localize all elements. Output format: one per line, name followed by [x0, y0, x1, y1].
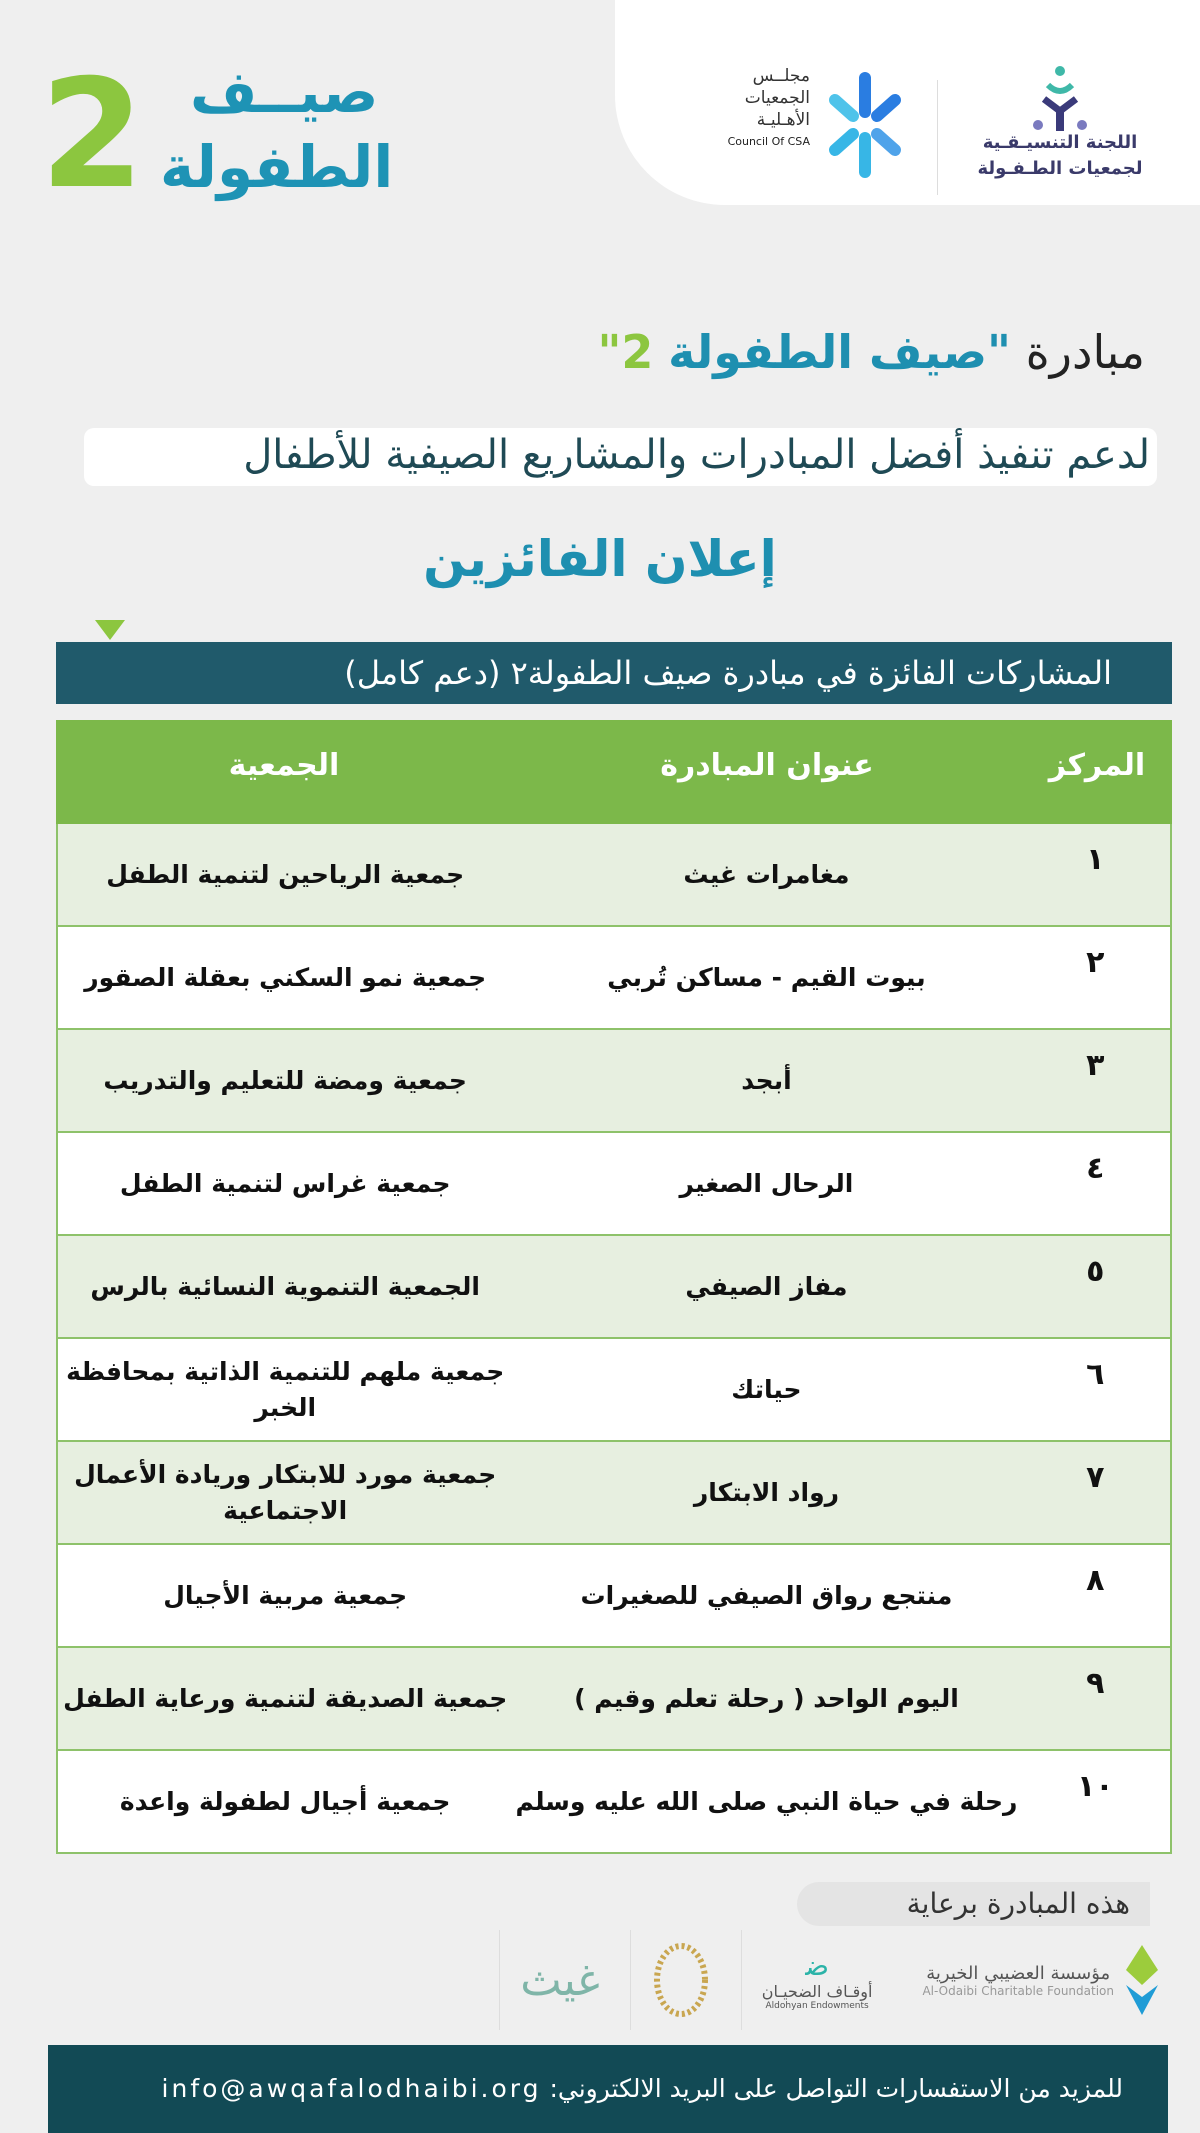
cell-org: جمعية أجيال لطفولة واعدة — [119, 1786, 451, 1816]
committee-line1: اللجنة التنسيـقـية — [982, 132, 1138, 153]
sponsor-odaibi-ar: مؤسسة العضيبي الخيرية — [926, 1962, 1111, 1984]
footer-text: للمزيد من الاستفسارات التواصل على البريد… — [549, 2074, 1123, 2103]
committee-line2: لجمعيات الطـفـولة — [977, 158, 1143, 179]
title-name: "صيف الطفولة — [668, 325, 1012, 379]
csa-ar-3: الأهـليـة — [756, 110, 810, 130]
brand-number: 2 — [40, 48, 145, 222]
sponsor-ghaith-logo: غيث — [499, 1930, 600, 2030]
subtitle: لدعم تنفيذ أفضل المبادرات والمشاريع الصي… — [243, 432, 1150, 478]
brand-line1: صيــف — [190, 58, 379, 126]
table-header: المركز عنوان المبادرة الجمعية — [56, 720, 1172, 824]
sponsor-dohyan-en: Aldohyan Endowments — [765, 2001, 869, 2011]
sponsor-dohyan-ar: أوقـاف الضحيـان — [761, 1982, 873, 2001]
sponsor-odaibi-en: Al-Odaibi Charitable Foundation — [922, 1983, 1114, 1998]
cell-org: الجمعية التنموية النسائية بالرس — [90, 1271, 480, 1301]
cell-rank: ٩ — [1086, 1666, 1105, 1701]
cell-title: منتجع رواق الصيفي للصغيرات — [580, 1581, 953, 1610]
table-row: ٧ رواد الابتكار جمعية مورد للابتكار وريادة… — [56, 1442, 1172, 1545]
table-row: ١٠ رحلة في حياة النبي صلى الله عليه وسلم ج… — [56, 1751, 1172, 1854]
title-number: 2" — [597, 325, 654, 379]
footer-email-link[interactable]: info@awqafalodhaibi.org — [161, 2074, 542, 2103]
logo-divider — [937, 80, 938, 195]
cell-rank: ٢ — [1086, 945, 1105, 980]
cell-title: رحلة في حياة النبي صلى الله عليه وسلم — [515, 1787, 1018, 1816]
cell-org: جمعية نمو السكني بعقلة الصقور — [84, 962, 487, 992]
csa-ar-2: الجمعيات — [744, 88, 810, 108]
cell-rank: ٨ — [1086, 1563, 1105, 1598]
csa-logo: مجلــس الجمعيات الأهـليـة Council Of CSA — [690, 60, 920, 190]
table-row: ٩ اليوم الواحد ( رحلة تعلم وقيم ) جمعية ال… — [56, 1648, 1172, 1751]
table-row: ٤ الرحال الصغير جمعية غراس لتنمية الطفل — [56, 1133, 1172, 1236]
cell-title: حياتك — [731, 1375, 802, 1404]
cell-org: جمعية ملهم للتنمية الذاتية بمحافظة الخبر — [66, 1356, 505, 1422]
sponsor-logos: مؤسسة العضيبي الخيرية Al-Odaibi Charitabl… — [440, 1930, 1160, 2030]
cell-org: جمعية غراس لتنمية الطفل — [119, 1168, 451, 1198]
cell-rank: ٤ — [1086, 1151, 1105, 1186]
announcement-heading: إعلان الفائزين — [423, 530, 777, 588]
winners-table: المركز عنوان المبادرة الجمعية ١ مغامرات غ… — [56, 720, 1172, 1854]
cell-title: مفاز الصيفي — [685, 1272, 848, 1301]
sponsor-ghaith-text: غيث — [520, 1954, 600, 2006]
sponsor-odaibi-logo: مؤسسة العضيبي الخيرية Al-Odaibi Charitabl… — [902, 1930, 1160, 2030]
cell-title: اليوم الواحد ( رحلة تعلم وقيم ) — [574, 1684, 959, 1713]
sponsor-foundation-logo — [629, 1930, 711, 2030]
cell-rank: ٦ — [1086, 1357, 1105, 1392]
brand-logo: 2 صيــف الطفولة — [40, 50, 400, 220]
header-org: الجمعية — [228, 748, 340, 783]
committee-people-icon — [1033, 66, 1087, 131]
calligraphy-seal-icon — [653, 1943, 708, 2017]
header-rank: المركز — [1048, 748, 1146, 783]
cell-rank: ٧ — [1086, 1460, 1105, 1495]
cell-org: جمعية مورد للابتكار وريادة الأعمال الاجت… — [74, 1459, 497, 1525]
section-bar: المشاركات الفائزة في مبادرة صيف الطفولة٢… — [56, 642, 1172, 704]
cell-title: الرحال الصغير — [679, 1169, 854, 1198]
page-title: مبادرة "صيف الطفولة 2" — [597, 325, 1145, 379]
cell-title: بيوت القيم - مساكن تُربي — [607, 963, 926, 992]
brand-line2: الطفولة — [160, 133, 394, 201]
committee-logo: اللجنة التنسيـقـية لجمعيات الطـفـولة — [960, 60, 1160, 210]
footer-bar: للمزيد من الاستفسارات التواصل على البريد… — [48, 2045, 1168, 2133]
cell-title: رواد الابتكار — [693, 1478, 840, 1507]
cell-rank: ١٠ — [1076, 1769, 1114, 1804]
cell-org: جمعية مربية الأجيال — [163, 1580, 408, 1610]
dohyan-mark-icon: ﺿ — [805, 1949, 829, 1982]
cell-rank: ٣ — [1086, 1048, 1105, 1083]
subtitle-pill — [84, 428, 1157, 486]
csa-star-icon — [829, 72, 901, 178]
table-row: ١ مغامرات غيث جمعية الرياحين لتنمية الطفل — [56, 824, 1172, 927]
cell-rank: ١ — [1086, 842, 1105, 877]
title-prefix: مبادرة — [1025, 325, 1145, 379]
sponsor-dohyan-logo: ﺿ أوقـاف الضحيـان Aldohyan Endowments — [740, 1930, 873, 2030]
cell-org: جمعية الصديقة لتنمية ورعاية الطفل — [63, 1683, 508, 1713]
csa-ar-1: مجلــس — [752, 66, 810, 86]
csa-en: Council Of CSA — [727, 135, 810, 148]
leaf-icon — [1126, 1945, 1158, 2015]
table-row: ٣ أبجد جمعية ومضة للتعليم والتدريب — [56, 1030, 1172, 1133]
cell-org: جمعية الرياحين لتنمية الطفل — [106, 859, 465, 889]
cell-rank: ٥ — [1086, 1254, 1105, 1289]
header-title: عنوان المبادرة — [660, 748, 874, 783]
table-row: ٥ مفاز الصيفي الجمعية التنموية النسائية با… — [56, 1236, 1172, 1339]
table-row: ٦ حياتك جمعية ملهم للتنمية الذاتية بمحافظة… — [56, 1339, 1172, 1442]
logo-panel — [615, 0, 1200, 205]
cell-title: مغامرات غيث — [683, 860, 850, 889]
cell-title: أبجد — [741, 1066, 792, 1095]
table-row: ٢ بيوت القيم - مساكن تُربي جمعية نمو السكن… — [56, 927, 1172, 1030]
cell-org: جمعية ومضة للتعليم والتدريب — [103, 1065, 467, 1095]
table-row: ٨ منتجع رواق الصيفي للصغيرات جمعية مربية ا… — [56, 1545, 1172, 1648]
sponsors-label: هذه المبادرة برعاية — [796, 1882, 1150, 1926]
triangle-marker-icon — [95, 620, 125, 640]
